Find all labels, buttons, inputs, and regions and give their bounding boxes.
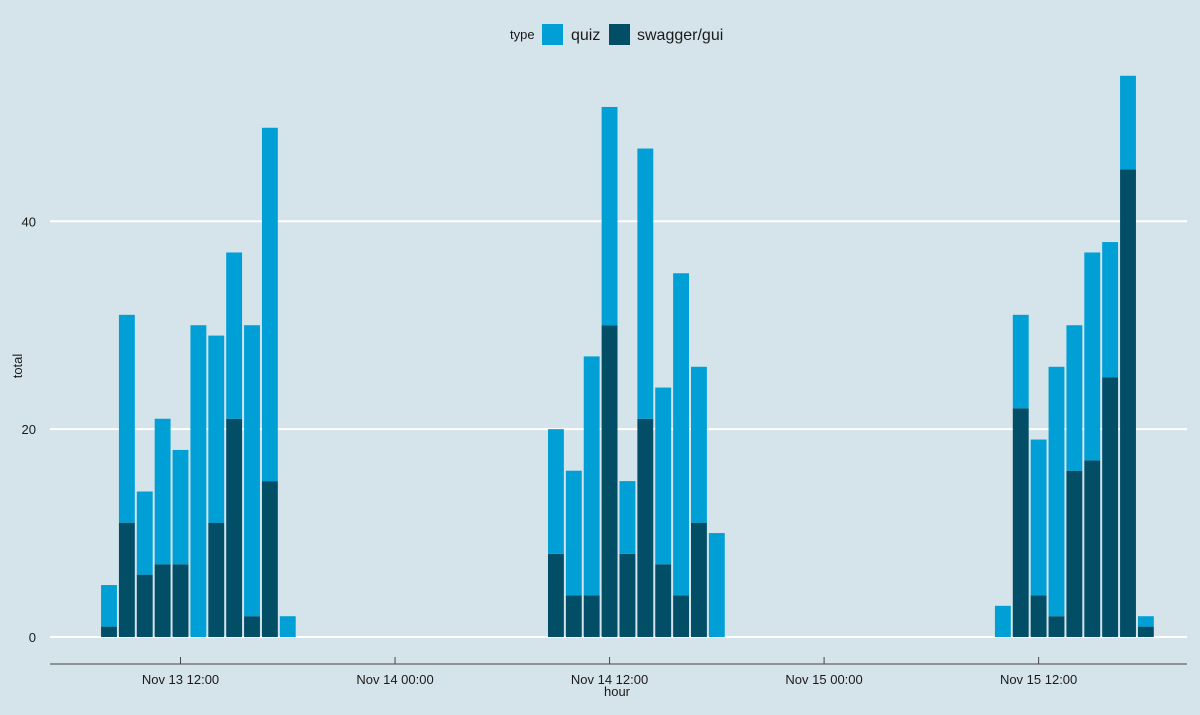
legend-label-quiz: quiz [571,27,600,44]
bar-quiz [583,356,600,596]
bar-swagger-gui [1137,626,1154,637]
bar-quiz [1066,325,1083,471]
bar-swagger-gui [601,325,618,637]
legend-swatch-swagger-gui [609,24,630,45]
bar-swagger-gui [673,595,690,637]
bar-quiz [1120,75,1136,170]
bar-swagger-gui [1120,169,1136,638]
bar-quiz [244,325,260,617]
bars [101,75,1154,638]
legend: type quiz swagger/gui [510,24,723,45]
bar-quiz [1030,439,1047,596]
x-tick-label: Nov 14 12:00 [571,672,648,687]
bar-quiz [637,148,654,419]
bar-swagger-gui [1084,460,1101,637]
bar-swagger-gui [244,616,260,637]
y-tick-label: 20 [22,422,36,437]
bar-quiz [619,481,636,554]
bar-swagger-gui [154,564,171,637]
bar-quiz [691,366,707,523]
bar-swagger-gui [1012,408,1029,637]
bar-swagger-gui [1030,595,1047,637]
bar-quiz [673,273,690,596]
bar-swagger-gui [565,595,582,637]
bar-quiz [154,418,171,565]
bar-swagger-gui [136,574,153,637]
bar-swagger-gui [583,595,600,637]
x-tick-label: Nov 13 12:00 [142,672,219,687]
bar-quiz [172,449,189,565]
y-axis-title: total [10,354,25,379]
bar-quiz [1048,366,1065,617]
x-tick-label: Nov 15 12:00 [1000,672,1077,687]
bar-swagger-gui [172,564,189,637]
bar-swagger-gui [226,418,243,637]
legend-label-swagger-gui: swagger/gui [637,27,723,44]
bar-quiz [994,605,1011,637]
bar-quiz [1102,242,1119,378]
y-tick-label: 40 [22,214,36,229]
y-tick-label: 0 [29,630,36,645]
legend-title: type [510,27,535,42]
bar-quiz [118,314,135,523]
bar-swagger-gui [261,481,278,637]
bar-swagger-gui [101,626,117,637]
bar-quiz [226,252,243,419]
bar-quiz [261,127,278,482]
bar-quiz [101,585,117,627]
bar-quiz [279,616,296,637]
bar-quiz [601,106,618,326]
bar-quiz [190,325,207,637]
x-axis-title: hour [604,684,631,699]
bar-quiz [136,491,153,575]
bar-swagger-gui [1102,377,1119,637]
bar-swagger-gui [208,522,225,637]
legend-swatch-quiz [542,24,563,45]
bar-swagger-gui [691,522,707,637]
bar-quiz [565,470,582,596]
bar-quiz [655,387,672,565]
bar-swagger-gui [547,553,564,637]
x-ticks: Nov 13 12:00 Nov 14 00:00 Nov 14 12:00 Nov … [142,657,1077,687]
bar-swagger-gui [118,522,135,637]
bar-quiz [1084,252,1101,461]
y-tick-labels: 0 20 40 [22,214,36,645]
bar-quiz [1012,314,1029,409]
bar-swagger-gui [1066,470,1083,637]
bar-swagger-gui [655,564,672,637]
bar-quiz [1137,616,1154,627]
bar-quiz [708,533,725,637]
x-tick-label: Nov 14 00:00 [356,672,433,687]
bar-quiz [547,429,564,554]
x-tick-label: Nov 15 00:00 [785,672,862,687]
bar-swagger-gui [619,553,636,637]
bar-swagger-gui [1048,616,1065,637]
bar-quiz [208,335,225,523]
bar-swagger-gui [637,418,654,637]
